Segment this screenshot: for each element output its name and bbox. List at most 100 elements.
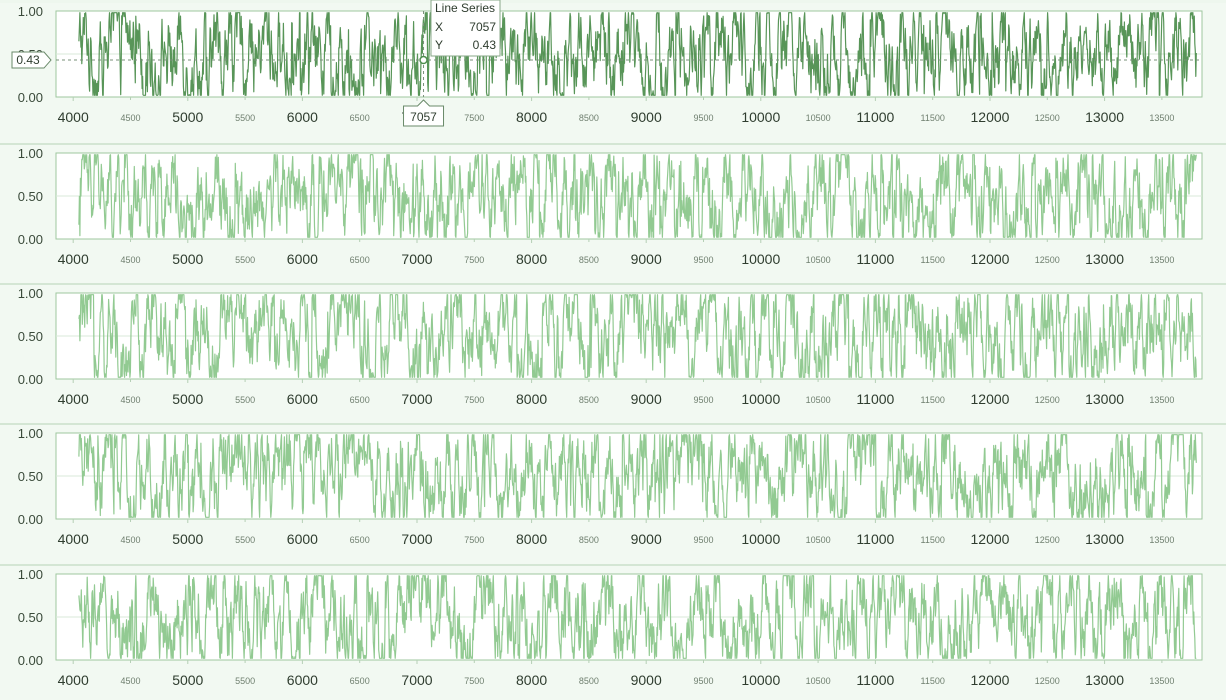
tooltip-y-label: Y	[435, 38, 443, 52]
x-minor-tick-label: 8500	[579, 113, 599, 123]
x-tick-label: 13000	[1085, 391, 1124, 407]
x-tick-label: 10000	[741, 672, 780, 688]
line-series[interactable]	[78, 294, 1197, 378]
line-series[interactable]	[78, 154, 1197, 238]
y-tick-label: 1.00	[18, 567, 43, 582]
x-tick-label: 13000	[1085, 672, 1124, 688]
y-tick-label: 0.50	[18, 189, 43, 204]
y-tick-label: 0.50	[18, 610, 43, 625]
x-tick-label: 6000	[287, 672, 318, 688]
x-tick-label: 6000	[287, 251, 318, 267]
chart-panel-3[interactable]: 0.00 0.50 1.00 4000 5000 6000 7000 8000 9000 1000…	[0, 283, 1226, 425]
x-tick-label: 4000	[58, 531, 89, 547]
x-tick-label: 8000	[516, 251, 547, 267]
x-tick-label: 12000	[971, 391, 1010, 407]
line-series[interactable]	[78, 575, 1197, 659]
x-tick-label: 12000	[971, 672, 1010, 688]
chart-panel-5[interactable]: 0.00 0.50 1.00 4000 5000 6000 7000 8000 9000 1000…	[0, 564, 1226, 700]
x-tick-label: 10000	[741, 391, 780, 407]
line-series[interactable]	[78, 12, 1197, 96]
x-tick-label: 9000	[631, 531, 662, 547]
x-minor-tick-label: 4500	[120, 255, 140, 265]
x-minor-tick-label: 6500	[350, 113, 370, 123]
x-minor-tick-label: 6500	[350, 255, 370, 265]
y-marker-value: 0.43	[16, 53, 40, 67]
x-tick-label: 13000	[1085, 109, 1124, 125]
x-tick-label: 5000	[172, 109, 203, 125]
x-tick-label: 7000	[401, 391, 432, 407]
x-minor-tick-label: 10500	[806, 535, 831, 545]
x-minor-tick-label: 10500	[806, 676, 831, 686]
x-tick-label: 4000	[58, 251, 89, 267]
x-tick-label: 12000	[971, 531, 1010, 547]
chart-panel-4[interactable]: 0.00 0.50 1.00 4000 5000 6000 7000 8000 9000 1000…	[0, 423, 1226, 565]
x-minor-tick-label: 9500	[693, 113, 713, 123]
x-minor-tick-label: 7500	[464, 535, 484, 545]
x-minor-tick-label: 12500	[1035, 535, 1060, 545]
x-minor-tick-label: 5500	[235, 113, 255, 123]
x-minor-tick-label: 13500	[1149, 113, 1174, 123]
x-tick-label: 12000	[971, 109, 1010, 125]
x-tick-label: 7000	[401, 672, 432, 688]
y-tick-label: 0.50	[18, 329, 43, 344]
x-tick-label: 11000	[856, 672, 894, 688]
line-series[interactable]	[78, 434, 1197, 518]
x-tick-label: 5000	[172, 672, 203, 688]
x-minor-tick-label: 5500	[235, 676, 255, 686]
tooltip: Line Series X 7057 Y 0.43	[430, 0, 501, 57]
x-tick-label: 6000	[287, 109, 318, 125]
x-minor-tick-label: 10500	[806, 255, 831, 265]
chart-panel-1[interactable]: 0.000.501.004000500060007000800090001000…	[0, 0, 1226, 143]
chart-panel-2[interactable]: 0.00 0.50 1.00 4000 5000 6000 7000 8000 9000 1000…	[0, 143, 1226, 285]
x-tick-label: 11000	[856, 391, 894, 407]
x-minor-tick-label: 9500	[693, 255, 713, 265]
y-tick-label: 0.00	[18, 372, 43, 387]
x-cursor-marker: 7057	[403, 99, 445, 127]
x-minor-tick-label: 5500	[235, 255, 255, 265]
tooltip-x-value: 7057	[469, 20, 496, 34]
y-marker-box	[11, 51, 52, 69]
y-tick-label: 0.00	[18, 512, 43, 527]
y-tick-label: 0.00	[18, 90, 43, 105]
x-tick-label: 8000	[516, 109, 547, 125]
y-tick-label: 0.00	[18, 232, 43, 247]
x-tick-label: 8000	[516, 531, 547, 547]
x-minor-tick-label: 5500	[235, 395, 255, 405]
y-tick-label: 1.00	[18, 426, 43, 441]
x-tick-label: 7000	[401, 531, 432, 547]
x-minor-tick-label: 12500	[1035, 113, 1060, 123]
x-tick-label: 8000	[516, 672, 547, 688]
x-minor-tick-label: 8500	[579, 395, 599, 405]
x-tick-label: 6000	[287, 391, 318, 407]
y-tick-label: 0.00	[18, 653, 43, 668]
x-minor-tick-label: 11500	[921, 113, 945, 123]
x-tick-label: 9000	[631, 672, 662, 688]
x-tick-label: 12000	[971, 251, 1010, 267]
x-tick-label: 9000	[631, 391, 662, 407]
x-minor-tick-label: 6500	[350, 395, 370, 405]
x-tick-label: 11000	[856, 251, 894, 267]
x-minor-tick-label: 8500	[579, 535, 599, 545]
x-tick-label: 10000	[741, 251, 780, 267]
x-tick-label: 11000	[856, 531, 894, 547]
y-cursor-marker: 0.43	[11, 51, 52, 69]
x-minor-tick-label: 4500	[120, 676, 140, 686]
y-tick-label: 1.00	[18, 146, 43, 161]
highlight-point[interactable]	[419, 55, 428, 65]
x-minor-tick-label: 4500	[120, 535, 140, 545]
x-tick-label: 5000	[172, 531, 203, 547]
x-tick-label: 4000	[58, 391, 89, 407]
tooltip-y-value: 0.43	[473, 38, 497, 52]
x-minor-tick-label: 7500	[464, 255, 484, 265]
x-minor-tick-label: 13500	[1149, 535, 1174, 545]
x-tick-label: 6000	[287, 531, 318, 547]
x-tick-label: 4000	[58, 109, 89, 125]
x-tick-label: 11000	[856, 109, 894, 125]
x-tick-label: 10000	[741, 531, 780, 547]
x-minor-tick-label: 5500	[235, 535, 255, 545]
x-minor-tick-label: 11500	[921, 255, 945, 265]
x-minor-tick-label: 7500	[464, 395, 484, 405]
x-tick-label: 7000	[401, 251, 432, 267]
y-tick-label: 0.50	[18, 469, 43, 484]
